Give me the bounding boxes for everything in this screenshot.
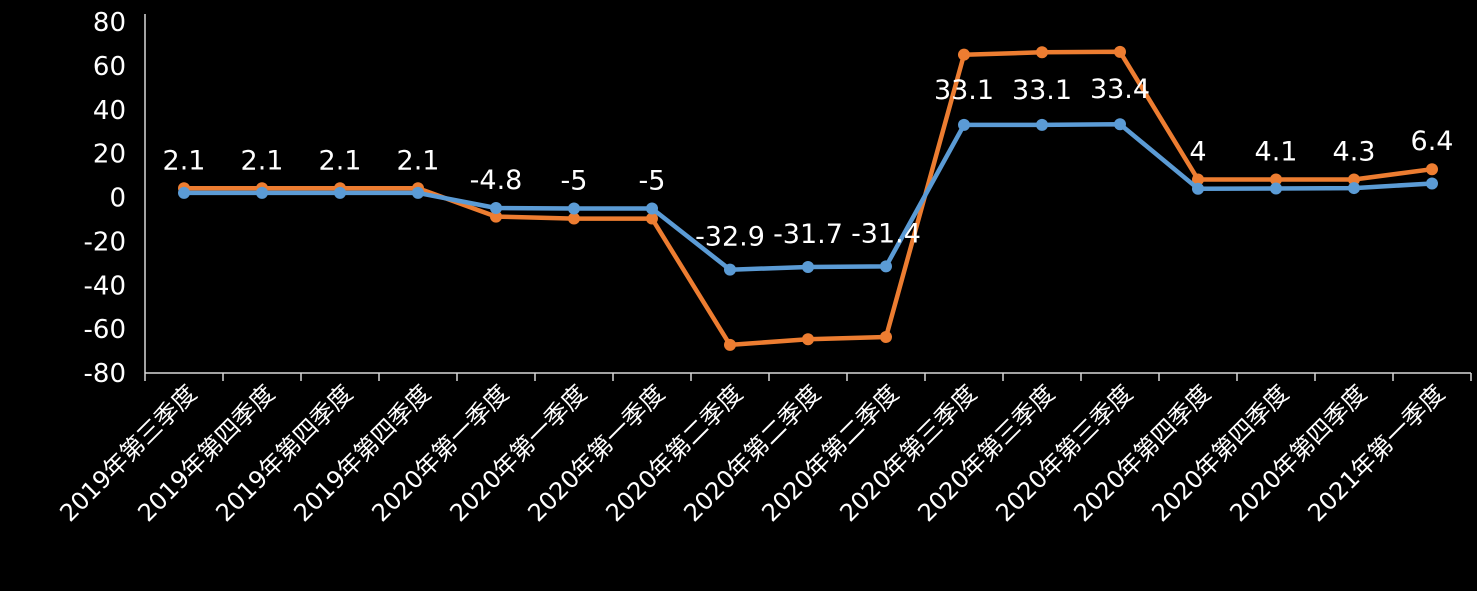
x-tick-label: 2020年第一季度 (366, 379, 514, 527)
data-label: 2.1 (241, 145, 284, 176)
series-point-orange (568, 212, 580, 225)
data-label-layer: 2.1 2.1 2.1 2.1 -4.8 -5 -5 -32.9 -31.7 -31.4 33.1 3… (163, 74, 1454, 252)
y-tick-label: -20 (84, 227, 126, 257)
data-label: -4.8 (470, 165, 523, 196)
data-label: 2.1 (397, 145, 440, 176)
x-tick-label: 2020年第三季度 (990, 379, 1138, 527)
y-tick-label: 60 (93, 52, 126, 82)
series-point-orange (1426, 163, 1438, 176)
series-point-orange (958, 48, 970, 61)
series-point-blue (490, 202, 502, 215)
series-point-blue (256, 186, 268, 199)
x-tick-label: 2020年第二季度 (678, 379, 826, 527)
series-point-blue (334, 186, 346, 199)
data-label: 4.1 (1255, 137, 1298, 168)
y-tick-label: -40 (84, 271, 126, 301)
y-tick-label: 40 (93, 96, 126, 126)
y-tick-label: 80 (93, 8, 126, 38)
series-point-blue (1426, 177, 1438, 190)
series-point-blue (1348, 182, 1360, 195)
series-point-orange (1114, 45, 1126, 58)
x-tick-label: 2020年第二季度 (756, 379, 904, 527)
series-point-blue (412, 186, 424, 199)
y-tick-label: 20 (93, 140, 126, 170)
series-point-blue (802, 261, 814, 274)
series-point-blue (1114, 118, 1126, 131)
series-line-orange (181, 49, 1435, 348)
x-tick-label: 2020年第一季度 (522, 379, 670, 527)
x-tick-label: 2019年第四季度 (132, 379, 280, 527)
data-label: 2.1 (163, 145, 206, 176)
series-point-blue (646, 202, 658, 215)
series-point-orange (1348, 173, 1360, 186)
data-label: 4.3 (1333, 137, 1376, 168)
y-tick-label: -80 (84, 359, 126, 389)
series-point-orange (802, 333, 814, 346)
data-label: -5 (561, 165, 588, 196)
x-tick-label: 2020年第一季度 (444, 379, 592, 527)
series-point-orange (880, 331, 892, 344)
y-axis: 80 60 40 20 0 -20 -40 -60 -80 (84, 8, 146, 389)
x-tick-label: 2020年第四季度 (1224, 379, 1372, 527)
series-point-orange (724, 338, 736, 351)
series-point-orange (490, 210, 502, 223)
data-label: -32.9 (695, 222, 765, 253)
series-point-blue (178, 186, 190, 199)
data-label: 6.4 (1411, 126, 1454, 157)
series-point-orange (1270, 173, 1282, 186)
x-tick-label: 2020年第三季度 (834, 379, 982, 527)
series-point-blue (1036, 118, 1048, 131)
series-point-orange (646, 212, 658, 225)
x-tick-label: 2020年第四季度 (1146, 379, 1294, 527)
series-point-blue (568, 202, 580, 215)
x-tick-label: 2019年第四季度 (288, 379, 436, 527)
y-tick-label: -60 (84, 315, 126, 345)
series-point-blue (958, 118, 970, 131)
series-point-blue (1192, 182, 1204, 195)
data-label: 4 (1189, 137, 1206, 168)
data-label: -31.7 (773, 219, 843, 250)
series-point-blue (880, 260, 892, 273)
data-label: -31.4 (851, 218, 921, 249)
series-point-blue (724, 263, 736, 276)
data-label: 33.1 (934, 75, 994, 106)
x-tick-label: 2020年第二季度 (600, 379, 748, 527)
data-label: 33.1 (1012, 75, 1072, 106)
series-point-blue (1270, 182, 1282, 195)
series-point-orange (1036, 46, 1048, 59)
data-label: 2.1 (319, 145, 362, 176)
series-layer (178, 45, 1438, 351)
x-tick-label: 2021年第一季度 (1302, 379, 1450, 527)
x-axis: 2019年第三季度2019年第四季度2019年第四季度2019年第四季度2020… (54, 372, 1472, 527)
data-label: -5 (639, 165, 666, 196)
x-tick-label: 2019年第四季度 (210, 379, 358, 527)
series-point-orange (1192, 173, 1204, 186)
data-label: 33.4 (1090, 74, 1150, 105)
x-tick-label: 2020年第四季度 (1068, 379, 1216, 527)
y-tick-label: 0 (109, 184, 126, 214)
x-tick-label: 2020年第三季度 (912, 379, 1060, 527)
x-tick-label: 2019年第三季度 (54, 379, 202, 527)
